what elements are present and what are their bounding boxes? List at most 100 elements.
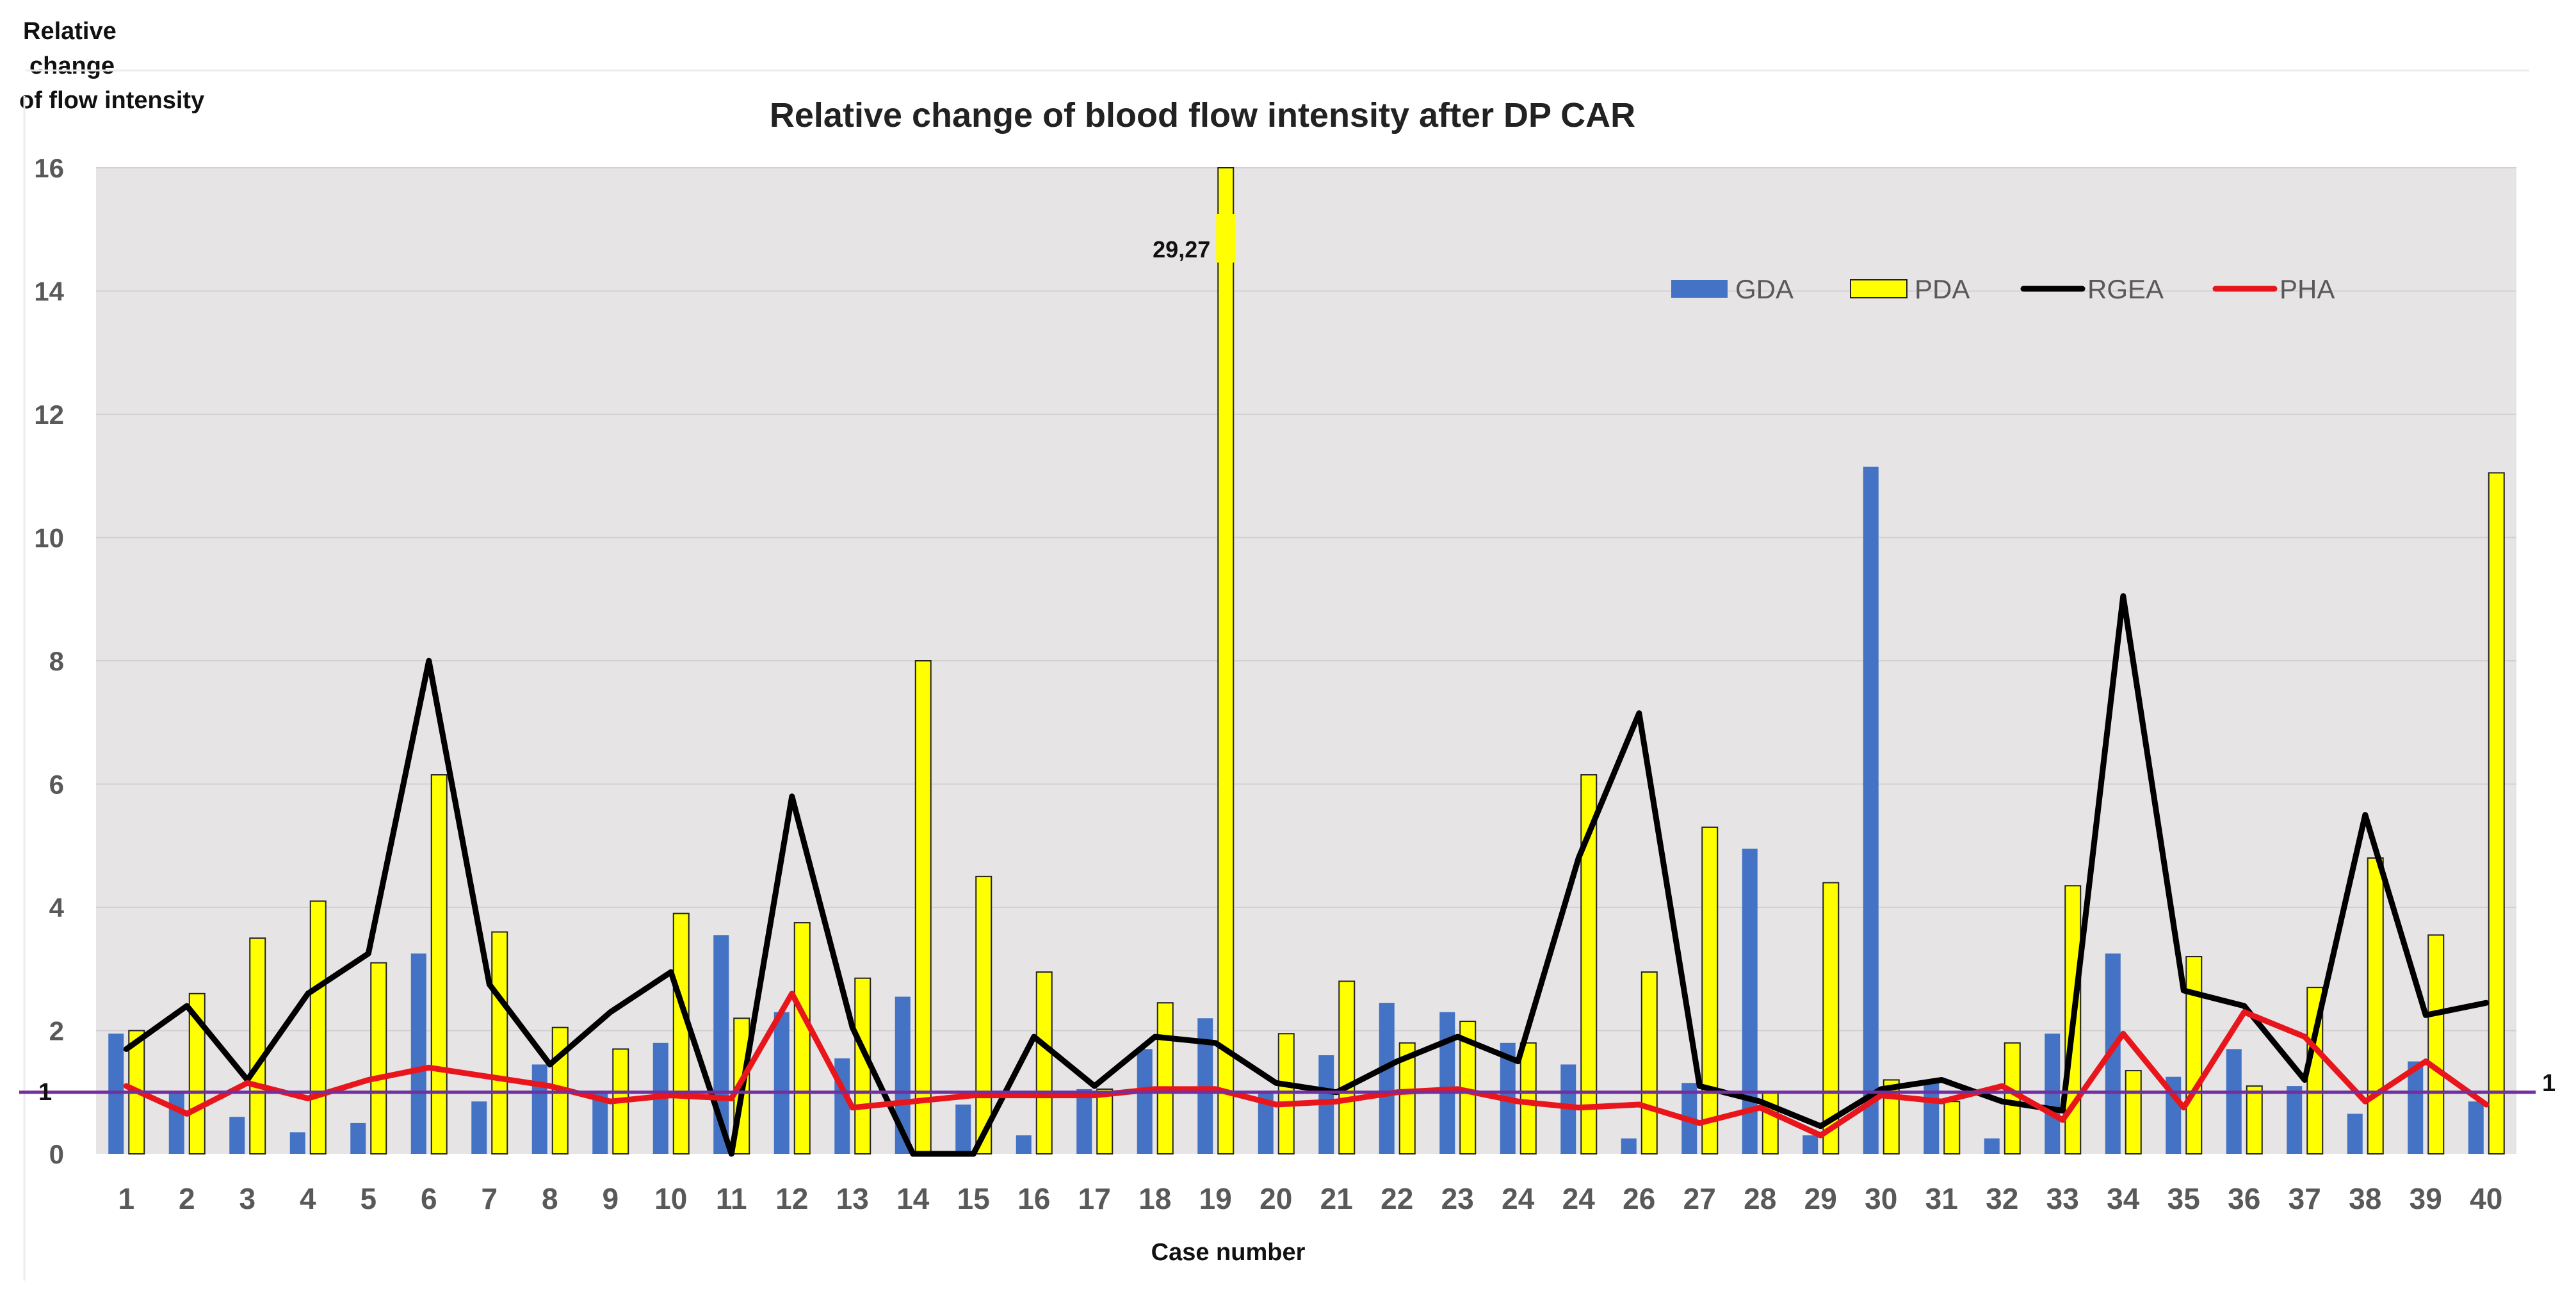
annotations: 29,27 [1153, 214, 1236, 263]
x-tick-label-4: 4 [300, 1182, 316, 1215]
x-tick-label-20: 20 [1260, 1182, 1292, 1215]
legend-label-rgea: RGEA [2087, 274, 2164, 304]
bar-pda-38 [2367, 857, 2384, 1154]
bar-gda-4 [289, 1132, 305, 1154]
bar-pda-32 [2004, 1042, 2021, 1154]
bar-gda-3 [229, 1117, 245, 1154]
x-tick-label-7: 7 [481, 1182, 498, 1215]
x-tick-label-35: 35 [2167, 1182, 2200, 1215]
bar-pda-29 [1822, 882, 1840, 1154]
legend-swatch-gda [1671, 280, 1728, 298]
y-tick-label-4: 4 [49, 893, 65, 923]
bar-gda-5 [350, 1122, 366, 1154]
data-label-overflow: 29,27 [1153, 236, 1210, 263]
bar-gda-16 [1016, 1135, 1032, 1154]
x-tick-label-3: 3 [239, 1182, 255, 1215]
bar-pda-5 [370, 962, 387, 1154]
bar-pda-17 [1096, 1088, 1114, 1154]
bar-gda-17 [1076, 1089, 1092, 1154]
bar-pda-3 [249, 937, 266, 1154]
x-tick-label-27: 27 [1683, 1182, 1716, 1215]
x-tick-label-21: 21 [1320, 1182, 1353, 1215]
x-tick-label-31: 31 [1925, 1182, 1958, 1215]
bar-pda-34 [2125, 1070, 2142, 1154]
reference-label-right: 1 [2542, 1070, 2556, 1097]
x-tick-label-30: 30 [1865, 1182, 1897, 1215]
y-axis-title-line-3: of flow intensity [19, 87, 205, 114]
legend-label-pha: PHA [2280, 274, 2335, 304]
legend: GDA PDA RGEA PHA [1671, 274, 2335, 304]
x-tick-label-25: 24 [1562, 1182, 1596, 1215]
y-tick-label-2: 2 [49, 1016, 64, 1046]
x-tick-label-6: 6 [421, 1182, 437, 1215]
bar-gda-18 [1137, 1049, 1153, 1154]
x-tick-label-13: 13 [836, 1182, 869, 1215]
x-tick-label-5: 5 [360, 1182, 377, 1215]
x-tick-label-32: 32 [1986, 1182, 2018, 1215]
bar-gda-39 [2408, 1061, 2424, 1154]
x-tick-label-18: 18 [1138, 1182, 1171, 1215]
bar-pda-27 [1701, 826, 1719, 1154]
bar-gda-23 [1439, 1012, 1455, 1154]
y-axis-title-line-2: change [29, 53, 115, 79]
x-tick-label-2: 2 [179, 1182, 195, 1215]
x-tick-label-8: 8 [542, 1182, 558, 1215]
bar-gda-2 [168, 1092, 184, 1154]
bar-gda-22 [1379, 1003, 1395, 1154]
bar-gda-31 [1924, 1083, 1940, 1154]
x-tick-label-37: 37 [2288, 1182, 2321, 1215]
x-tick-label-40: 40 [2470, 1182, 2502, 1215]
overflow-bar-marker [1216, 214, 1236, 263]
bar-gda-32 [1984, 1138, 2000, 1154]
bar-gda-12 [774, 1012, 790, 1154]
y-tick-label-10: 10 [34, 523, 64, 553]
bar-pda-39 [2427, 934, 2445, 1154]
legend-label-pda: PDA [1915, 274, 1970, 304]
bar-pda-40 [2488, 472, 2505, 1154]
x-tick-label-24: 24 [1502, 1182, 1535, 1215]
x-tick-label-23: 23 [1441, 1182, 1474, 1215]
bar-pda-14 [914, 660, 932, 1154]
bar-gda-15 [955, 1105, 971, 1154]
x-tick-label-19: 19 [1199, 1182, 1232, 1215]
x-tick-label-38: 38 [2349, 1182, 2381, 1215]
y-tick-label-14: 14 [34, 277, 64, 307]
y-tick-labels: 0 2 4 6 8 10 12 14 16 [34, 153, 64, 1169]
bar-pda-35 [2185, 956, 2203, 1154]
y-tick-label-0: 0 [49, 1139, 64, 1169]
bar-pda-15 [975, 875, 992, 1154]
series-lines [123, 593, 2490, 1157]
line-rgea [123, 593, 2490, 1157]
x-tick-label-14: 14 [896, 1182, 930, 1215]
bar-gda-37 [2287, 1086, 2303, 1154]
y-axis-title-line-1: Relative [23, 18, 117, 45]
x-tick-labels: 1 2 3 4 5 6 7 8 9 10 11 12 13 14 15 16 17 18 19 20 21 22 23 24 2… [118, 1182, 2502, 1215]
bar-gda-40 [2468, 1101, 2484, 1154]
x-tick-label-36: 36 [2228, 1182, 2260, 1215]
x-tick-label-9: 9 [602, 1182, 619, 1215]
y-tick-label-6: 6 [49, 770, 64, 800]
y-axis-title: Relative change of flow intensity [19, 14, 231, 118]
x-tick-label-22: 22 [1381, 1182, 1413, 1215]
bar-pda-19 [1217, 167, 1235, 1154]
bar-gda-8 [531, 1064, 547, 1154]
x-tick-label-34: 34 [2107, 1182, 2140, 1215]
x-tick-label-11: 11 [716, 1182, 747, 1215]
bar-pda-21 [1338, 980, 1356, 1154]
bar-pda-26 [1640, 971, 1658, 1154]
x-tick-label-33: 33 [2046, 1182, 2079, 1215]
y-tick-label-12: 12 [34, 400, 64, 430]
bar-gda-30 [1863, 466, 1879, 1154]
bar-pda-4 [309, 900, 327, 1154]
bar-pda-18 [1156, 1002, 1174, 1154]
x-axis-title: Case number [1151, 1239, 1306, 1266]
legend-swatch-pda [1850, 279, 1908, 298]
bar-gda-6 [410, 953, 426, 1154]
bar-gda-36 [2226, 1049, 2242, 1154]
chart-title: Relative change of blood flow intensity … [770, 96, 1635, 134]
x-tick-label-39: 39 [2410, 1182, 2442, 1215]
bar-gda-26 [1621, 1138, 1637, 1154]
x-tick-label-12: 12 [775, 1182, 808, 1215]
